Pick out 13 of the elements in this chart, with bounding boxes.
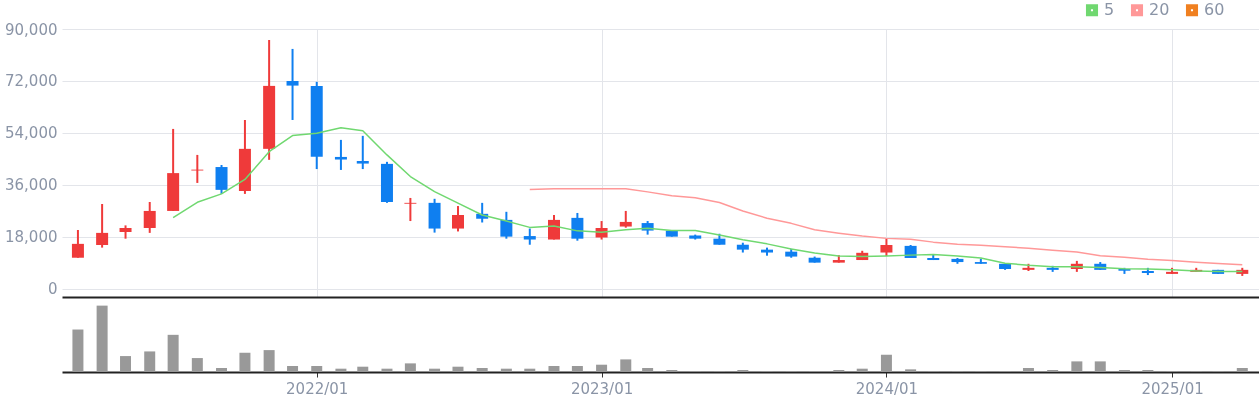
y-tick-label: 54,000: [5, 124, 58, 143]
x-tick-label: 2023/01: [570, 379, 634, 398]
y-tick-label: 72,000: [5, 72, 58, 91]
x-tick-label: 2024/01: [855, 379, 919, 398]
y-tick-label: 18,000: [5, 228, 58, 247]
legend-label: 20: [1149, 0, 1170, 20]
x-tick-label: 2025/01: [1141, 379, 1204, 398]
y-tick-label: 90,000: [5, 20, 58, 39]
y-tick-label: 36,000: [5, 176, 58, 195]
y-tick-label: 0: [47, 280, 58, 299]
legend-label: 5: [1104, 0, 1115, 20]
legend-label: 60: [1204, 0, 1225, 20]
x-tick-label: 2022/01: [286, 379, 349, 398]
